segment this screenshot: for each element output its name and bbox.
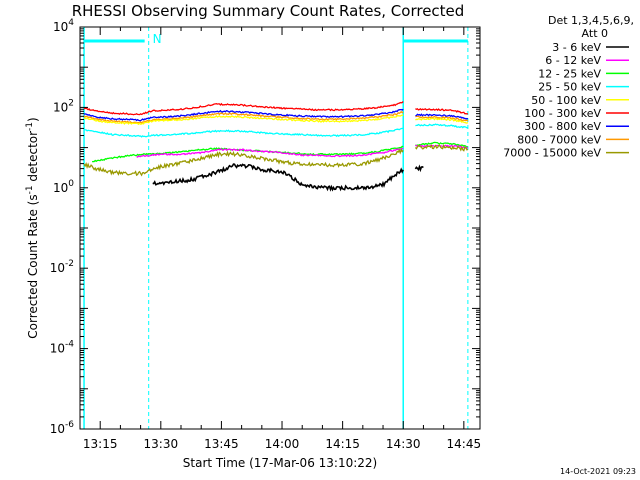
cyan-interval-lines [83, 27, 469, 429]
series-line-5-segment-1 [415, 107, 469, 115]
series-line-8-segment-0 [83, 148, 404, 177]
series-line-3-segment-0 [83, 127, 404, 138]
series-line-5-segment-0 [83, 101, 404, 116]
series-line-6-segment-1 [415, 113, 469, 120]
y-tick-label-1: 10-4 [50, 340, 75, 356]
series-line-2-segment-1 [414, 141, 469, 148]
series-line-0-segment-1 [414, 164, 424, 173]
legend-entry-2: 12 - 25 keV [538, 67, 601, 80]
legend-entry-6: 300 - 800 keV [524, 120, 601, 133]
x-tick-label-0: 13:15 [83, 437, 118, 451]
series-line-4-segment-1 [415, 117, 469, 124]
night-marker-label: N [153, 32, 162, 46]
series-line-7-segment-1 [415, 115, 469, 122]
legend-entry-7: 800 - 7000 keV [517, 133, 601, 146]
timestamp: 14-Oct-2021 09:23 [560, 467, 636, 476]
x-tick-label-1: 13:30 [144, 437, 179, 451]
y-tick-label-3: 100 [53, 179, 74, 195]
series-line-8-segment-1 [414, 143, 469, 152]
series-line-7-segment-0 [83, 110, 404, 124]
series-line-2-segment-0 [91, 145, 404, 163]
series-layer [83, 101, 469, 192]
legend-header-line-1: Det 1,3,4,5,6,9, [548, 14, 634, 27]
x-axis: 13:15 13:30 13:45 14:00 14:15 14:30 14:45 [79, 27, 482, 451]
x-tick-label-4: 14:15 [325, 437, 360, 451]
legend-entry-1: 6 - 12 keV [545, 54, 601, 67]
plot-frame [79, 26, 481, 430]
chart-title: RHESSI Observing Summary Count Rates, Co… [72, 2, 465, 20]
series-line-3-segment-1 [415, 123, 468, 129]
x-tick-label-3: 14:00 [265, 437, 300, 451]
series-line-0-segment-0 [152, 163, 404, 192]
legend-entry-4: 50 - 100 keV [531, 94, 601, 107]
x-axis-label: Start Time (17-Mar-06 13:10:22) [183, 456, 377, 470]
x-tick-label-2: 13:45 [204, 437, 239, 451]
y-tick-label-4: 102 [53, 98, 74, 114]
y-axis-label: Corrected Count Rate (s-1 detector-1) [25, 117, 40, 338]
legend-entry-3: 25 - 50 keV [538, 81, 601, 94]
x-tick-label-6: 14:45 [447, 437, 482, 451]
y-tick-label-0: 10-6 [50, 420, 75, 436]
y-axis: 10-6 10-4 10-2 100 102 104 [50, 18, 480, 436]
series-line-6-segment-0 [83, 108, 404, 122]
series-line-1-segment-1 [415, 144, 469, 149]
legend-entry-0: 3 - 6 keV [552, 41, 601, 54]
x-tick-label-5: 14:30 [386, 437, 421, 451]
legend-header-line-2: Att 0 [582, 27, 608, 40]
y-tick-label-5: 104 [53, 18, 74, 34]
series-line-4-segment-0 [83, 114, 404, 126]
legend-entry-5: 100 - 300 keV [524, 107, 601, 120]
legend-entry-8: 7000 - 15000 keV [503, 147, 601, 160]
series-line-1-segment-0 [136, 147, 404, 158]
y-tick-label-2: 10-2 [50, 259, 74, 275]
